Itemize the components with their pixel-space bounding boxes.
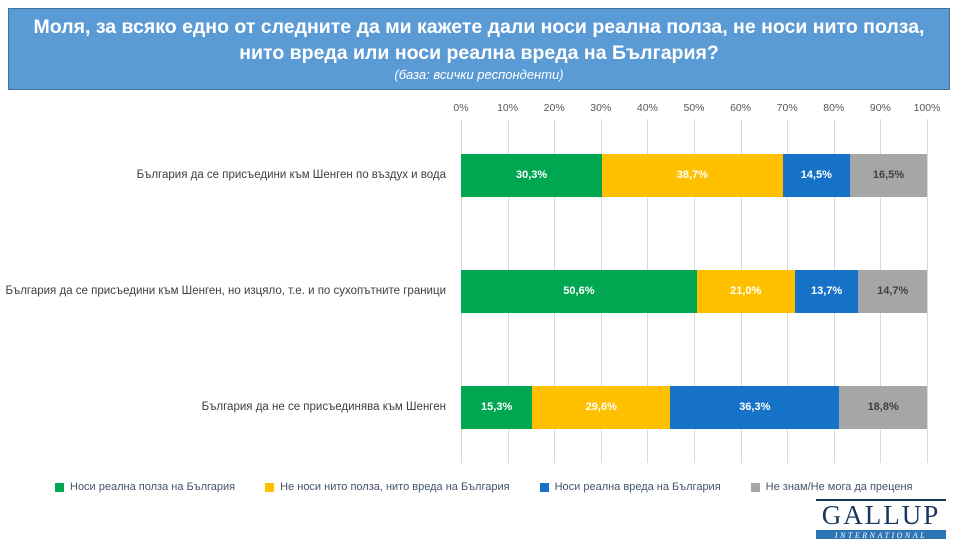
x-axis-tick: 0% (453, 102, 469, 114)
stacked-bar: 15,3% 29,6% 36,3% 18,8% (461, 385, 927, 429)
bar-row: България да се присъедини към Шенген, но… (0, 233, 958, 349)
legend-item: Носи реална вреда на България (539, 481, 721, 493)
x-axis-tick: 50% (683, 102, 705, 114)
bar-segment: 16,5% (850, 153, 927, 197)
legend-item: Носи реална полза на България (55, 481, 235, 493)
legend-label: Носи реална полза на България (70, 481, 236, 493)
bar-segment: 36,3% (670, 385, 840, 429)
bar-segment: 18,8% (839, 385, 927, 429)
legend-swatch-icon (55, 482, 64, 492)
x-axis-tick: 60% (730, 102, 752, 114)
logo-rule (816, 499, 946, 502)
category-label: България да не се присъединява към Шенге… (201, 400, 446, 413)
bar-segment: 29,6% (532, 385, 671, 429)
legend-label: Не знам/Не мога да преценя (765, 481, 913, 493)
x-axis-tick: 70% (776, 102, 798, 114)
x-axis-tick: 40% (636, 102, 658, 114)
bar-segment: 14,5% (782, 153, 851, 197)
stacked-bar-chart: 0% 10% 20% 30% 40% 50% 60% 70% 80% 90% 100% Българ… (0, 102, 958, 465)
legend-label: Носи реална вреда на България (554, 481, 721, 493)
x-axis: 0% 10% 20% 30% 40% 50% 60% 70% 80% 90% 100% (453, 102, 940, 117)
bar-row: България да не се присъединява към Шенге… (0, 349, 958, 465)
x-axis-tick: 100% (913, 102, 941, 114)
legend-swatch-icon (265, 482, 275, 492)
chart-title: Моля, за всяко едно от следните да ми ка… (33, 16, 925, 64)
legend-swatch-icon (750, 482, 760, 492)
gallup-logo: GALLUP INTERNATIONAL (816, 499, 946, 539)
bar-segment: 15,3% (461, 385, 533, 429)
x-axis-tick: 10% (497, 102, 519, 114)
logo-gallup-text: GALLUP (821, 500, 941, 531)
x-axis-tick: 80% (823, 102, 845, 114)
bar-segment: 38,7% (602, 153, 783, 197)
category-label: България да се присъедини към Шенген, но… (5, 284, 446, 297)
plot-area: България да се присъедини към Шенген по … (0, 117, 958, 465)
chart-subtitle: (база: всички респонденти) (394, 67, 564, 83)
bar-segment: 21,0% (696, 269, 795, 313)
bar-segment: 13,7% (794, 269, 859, 313)
legend-item: Не носи нито полза, нито вреда на Българ… (265, 481, 510, 493)
legend-item: Не знам/Не мога да преценя (750, 481, 913, 493)
gridline (927, 119, 928, 463)
bar-segment: 14,7% (858, 269, 927, 313)
question-title-banner: Моля, за всяко едно от следните да ми ка… (8, 8, 950, 90)
bar-segment: 50,6% (461, 269, 697, 313)
stacked-bar: 50,6% 21,0% 13,7% 14,7% (461, 269, 927, 313)
stacked-bar: 30,3% 38,7% 14,5% 16,5% (461, 153, 927, 197)
legend-swatch-icon (539, 482, 549, 492)
legend-label: Не носи нито полза, нито вреда на Българ… (280, 481, 510, 493)
category-label: България да се присъедини към Шенген по … (136, 168, 446, 181)
x-axis-tick: 20% (543, 102, 565, 114)
legend: Носи реална полза на България Не носи нит… (55, 481, 958, 493)
bar-rows: България да се присъедини към Шенген по … (0, 117, 958, 465)
x-axis-tick: 90% (869, 102, 891, 114)
bar-row: България да се присъедини към Шенген по … (0, 117, 958, 233)
bar-segment: 30,3% (461, 153, 603, 197)
logo-international-text: INTERNATIONAL (816, 530, 946, 539)
x-axis-tick: 30% (590, 102, 612, 114)
